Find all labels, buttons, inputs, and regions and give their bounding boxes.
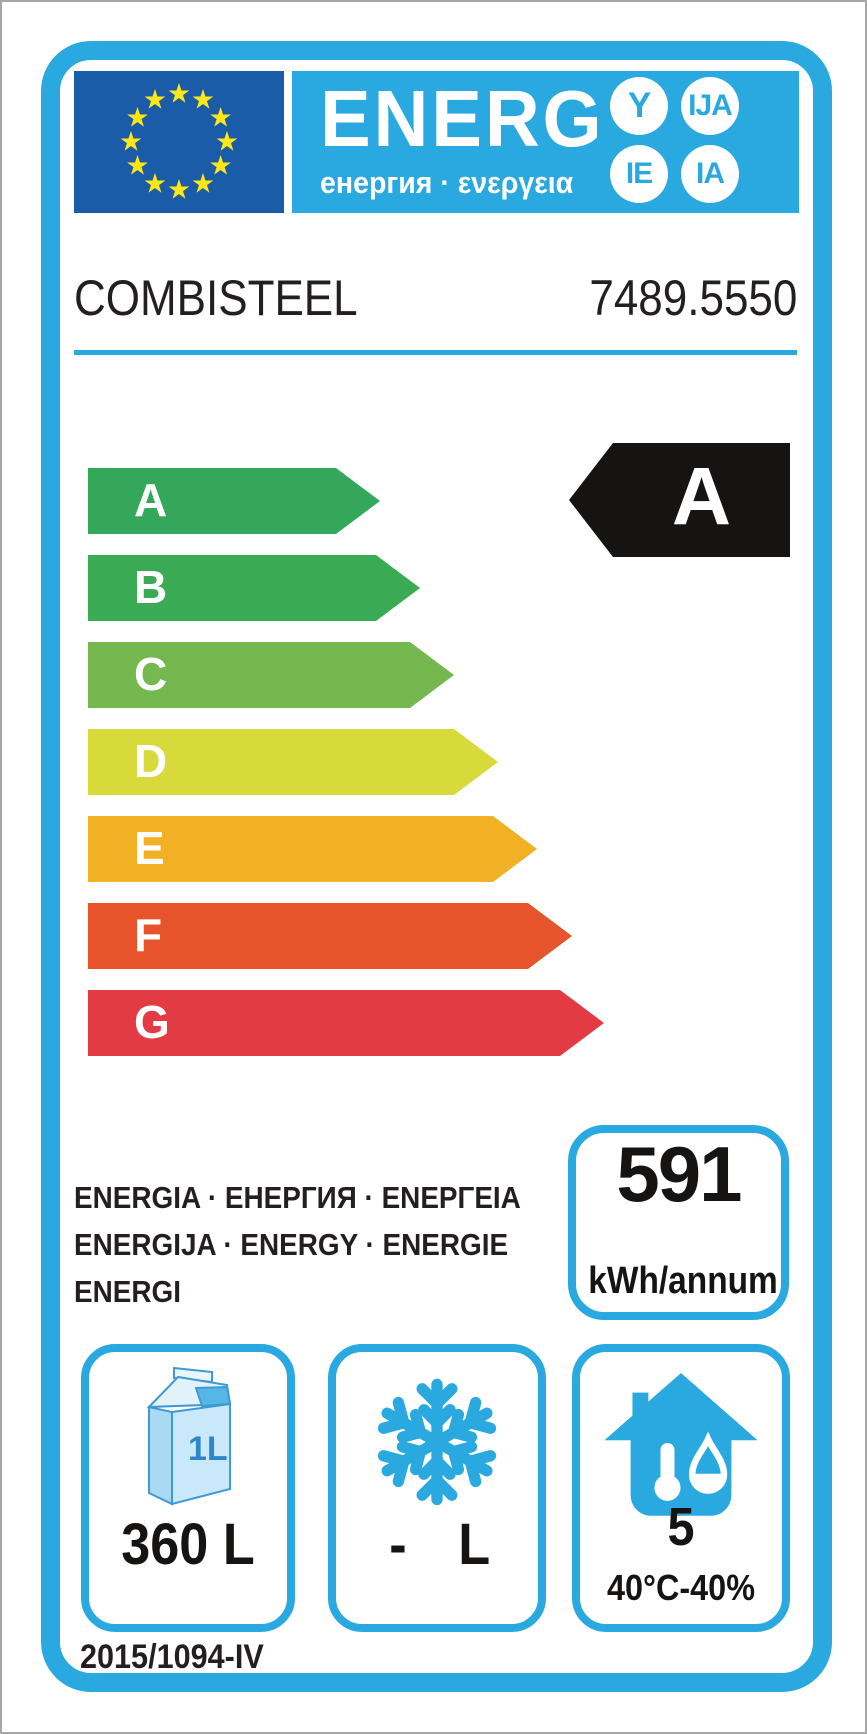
class-arrow-letter: C — [134, 648, 168, 701]
energy-translations: ENERGIA · ЕНЕРГИЯ · ENEPΓEIA ENERGIJA · … — [74, 1174, 521, 1315]
consumption-value: 591 — [616, 1130, 742, 1218]
class-arrow-letter: A — [134, 474, 168, 527]
energy-translations-line3: ENERGI — [74, 1274, 181, 1309]
eu-star-icon: ★ — [142, 84, 168, 115]
language-badges: Y IJA IE IA — [610, 77, 742, 205]
climate-class-box: 5 40°C-40% — [572, 1344, 790, 1632]
class-arrow-g: G — [88, 990, 604, 1056]
brand-row: COMBISTEEL 7489.5550 — [74, 269, 797, 327]
freezer-volume-dash: - — [389, 1512, 407, 1577]
class-arrow-letter: B — [134, 561, 168, 614]
snowflake-icon — [377, 1378, 497, 1506]
rating-indicator-letter: A — [671, 451, 732, 543]
eu-star-icon: ★ — [190, 84, 216, 115]
energy-translations-line2: ENERGIJA · ENERGY · ENERGIE — [74, 1227, 509, 1262]
consumption-unit: kWh/annum — [588, 1260, 778, 1302]
climate-condition-value: 40°C-40% — [606, 1567, 756, 1608]
freezer-volume-value: - L — [346, 1516, 528, 1574]
class-arrow-c: C — [88, 642, 454, 708]
class-arrow-a: A — [88, 468, 380, 534]
fridge-volume-value: 360 L — [121, 1512, 255, 1577]
class-arrow-b: B — [88, 555, 420, 621]
energ-wordmark: ENERG — [320, 74, 605, 163]
regulation-reference: 2015/1094-IV — [80, 1638, 264, 1676]
eu-star-icon: ★ — [166, 78, 192, 109]
energ-badge-ia: IA — [681, 145, 739, 203]
eu-star-icon: ★ — [208, 150, 233, 181]
eu-star-icon: ★ — [142, 168, 168, 199]
class-arrow-letter: E — [134, 822, 165, 875]
carton-1l-label: 1L — [188, 1430, 228, 1468]
class-arrow-e: E — [88, 816, 537, 882]
eu-star-icon: ★ — [125, 150, 150, 181]
energ-subtitle: енергия · ενεργεια — [320, 165, 574, 200]
header-divider — [74, 350, 797, 355]
eu-star-icon: ★ — [190, 168, 216, 199]
class-arrow-d: D — [88, 729, 498, 795]
eu-star-icon: ★ — [208, 102, 233, 133]
class-arrow-letter: F — [134, 909, 163, 962]
class-arrow-letter: G — [134, 996, 170, 1049]
energ-badge-y: Y — [610, 77, 668, 135]
climate-class-value: 5 — [667, 1497, 695, 1557]
energy-translations-line1: ENERGIA · ЕНЕРГИЯ · ENEPΓEIA — [74, 1180, 521, 1215]
consumption-box: 591 kWh/annum — [568, 1125, 789, 1320]
eu-star-icon: ★ — [125, 102, 150, 133]
class-arrow-letter: D — [134, 735, 168, 788]
energ-badge-ie: IE — [610, 145, 668, 203]
freezer-volume-unit: L — [458, 1512, 491, 1577]
energ-badge-ija: IJA — [681, 77, 739, 135]
eu-star-icon: ★ — [214, 126, 240, 157]
class-arrow-f: F — [88, 903, 572, 969]
rating-indicator-arrow: A — [569, 443, 790, 557]
freezer-volume-box: - L — [328, 1344, 546, 1632]
eu-star-icon: ★ — [118, 126, 144, 157]
brand-name: COMBISTEEL — [74, 270, 358, 326]
model-number: 7489.5550 — [589, 270, 797, 326]
energ-banner: ENERG енергия · ενεργεια Y IJA IE IA — [292, 71, 799, 213]
house-icon — [604, 1373, 758, 1516]
milk-carton-icon: 1L — [146, 1366, 232, 1506]
eu-star-icon: ★ — [166, 174, 192, 205]
fridge-volume-box: 1L 360 L — [81, 1344, 295, 1632]
eu-flag: ★ ★ ★ ★ ★ ★ ★ ★ ★ ★ ★ ★ — [74, 71, 284, 213]
